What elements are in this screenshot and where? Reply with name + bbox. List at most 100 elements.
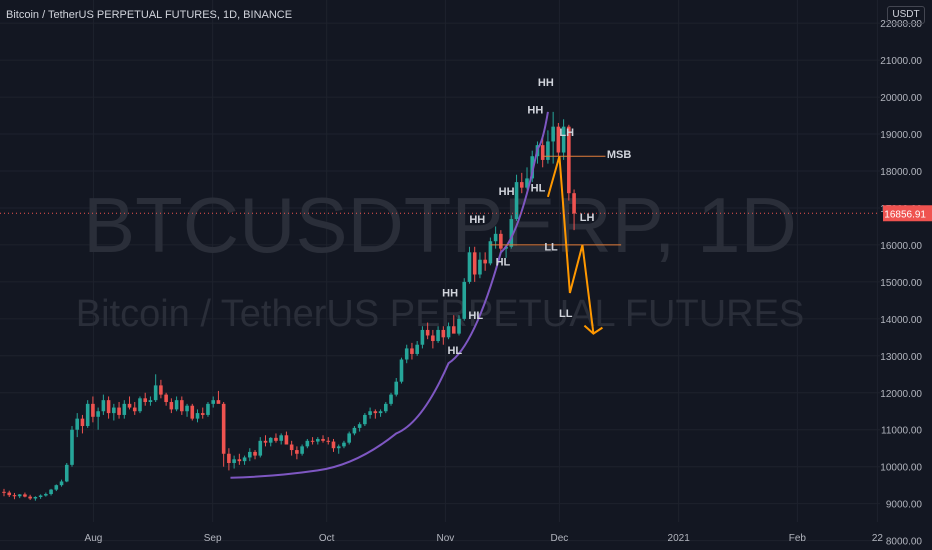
candle-body xyxy=(211,400,215,404)
candle-body xyxy=(378,411,383,414)
candle-body xyxy=(185,405,189,412)
candle-body xyxy=(373,411,378,414)
candle-body xyxy=(295,450,299,454)
candle-body xyxy=(17,494,22,497)
candle-body xyxy=(300,446,304,454)
candle-body xyxy=(2,491,6,493)
candle-body xyxy=(462,281,467,319)
candle-body xyxy=(274,437,278,441)
candle-body xyxy=(342,442,346,447)
y-axis-tick-label: 18000.00 xyxy=(880,167,922,178)
projection-arrowhead xyxy=(583,324,603,335)
candle-body xyxy=(237,459,242,462)
candle-body xyxy=(153,385,158,401)
candle-body xyxy=(425,329,430,336)
candle-body xyxy=(174,400,179,410)
candle-body xyxy=(326,440,331,442)
candle-body xyxy=(389,394,393,404)
last-price-tag xyxy=(883,205,932,222)
candle-body xyxy=(321,438,325,441)
pattern-label: HH xyxy=(527,105,543,117)
pattern-label: LL xyxy=(544,241,558,253)
candle-body xyxy=(44,494,48,496)
candle-body xyxy=(284,435,289,445)
candle-body xyxy=(164,394,168,403)
candle-body xyxy=(253,451,257,456)
candle-body xyxy=(352,427,357,434)
y-axis-tick-label: 10000.00 xyxy=(880,463,922,474)
candle-body xyxy=(148,400,153,403)
candle-body xyxy=(514,182,519,220)
candle-body xyxy=(263,440,268,443)
watermark-symbol: BTCUSDTPERP, 1D xyxy=(83,181,797,269)
candle-body xyxy=(54,485,59,490)
candle-body xyxy=(64,464,69,482)
candle-body xyxy=(431,335,435,342)
pattern-label: HL xyxy=(496,256,511,268)
candle-body xyxy=(195,413,200,419)
candle-body xyxy=(441,329,446,338)
y-axis-tick-label: 16000.00 xyxy=(880,241,922,252)
candle-body xyxy=(96,411,100,417)
candle-body xyxy=(519,182,524,188)
candle-body xyxy=(540,145,545,160)
candle-body xyxy=(49,489,53,495)
candle-body xyxy=(404,348,409,360)
candle-body xyxy=(138,398,142,412)
candle-body xyxy=(122,403,127,415)
candle-body xyxy=(394,381,399,395)
candle-body xyxy=(75,418,80,430)
candle-body xyxy=(248,451,252,458)
candle-body xyxy=(305,440,310,447)
candle-body xyxy=(7,492,12,496)
y-axis-tick-label: 19000.00 xyxy=(880,130,922,141)
candle-body xyxy=(258,440,263,456)
pattern-label: HH xyxy=(538,77,554,89)
y-axis-tick-label: 21000.00 xyxy=(880,56,922,67)
candle-body xyxy=(572,193,576,214)
pattern-label: HH xyxy=(499,186,515,198)
y-axis-tick-label: 8000.00 xyxy=(886,537,923,548)
currency-label[interactable]: USDT xyxy=(887,6,925,24)
candle-body xyxy=(467,252,472,282)
x-axis-tick-label: 2021 xyxy=(668,533,691,544)
candle-body xyxy=(289,444,294,451)
y-axis-tick-label: 20000.00 xyxy=(880,93,922,104)
candle-body xyxy=(478,259,482,275)
candle-body xyxy=(169,402,174,410)
candle-body xyxy=(561,126,566,153)
candle-body xyxy=(28,496,32,499)
candle-body xyxy=(143,398,148,403)
candle-body xyxy=(316,438,320,442)
candle-body xyxy=(546,141,550,160)
x-axis-tick-label: Oct xyxy=(319,533,335,544)
candle-body xyxy=(509,219,514,247)
y-axis-tick-label: 15000.00 xyxy=(880,278,922,289)
candle-body xyxy=(85,403,90,427)
y-axis-tick-label: 12000.00 xyxy=(880,389,922,400)
candle-body xyxy=(242,457,247,462)
candle-body xyxy=(336,446,341,449)
parabolic-curve xyxy=(230,111,549,479)
candle-body xyxy=(525,178,529,188)
chart-title: Bitcoin / TetherUS PERPETUAL FUTURES, 1D… xyxy=(6,9,293,21)
candle-body xyxy=(493,233,498,242)
candle-body xyxy=(12,495,17,497)
x-axis-tick-label: Dec xyxy=(551,533,569,544)
candle-body xyxy=(112,407,116,414)
candle-body xyxy=(200,413,205,415)
candle-body xyxy=(551,126,555,142)
candle-body xyxy=(117,407,121,415)
candle-body xyxy=(347,433,351,443)
pattern-label: HL xyxy=(468,310,483,322)
watermark-name: Bitcoin / TetherUS PERPETUAL FUTURES xyxy=(76,293,805,335)
candle-body xyxy=(268,437,273,443)
candle-body xyxy=(221,403,226,454)
x-axis-tick-label: Nov xyxy=(437,533,455,544)
y-axis-tick-label: 22000.00 xyxy=(880,19,922,30)
candle-body xyxy=(227,453,231,463)
candle-body xyxy=(363,414,367,425)
candle-body xyxy=(180,400,184,412)
